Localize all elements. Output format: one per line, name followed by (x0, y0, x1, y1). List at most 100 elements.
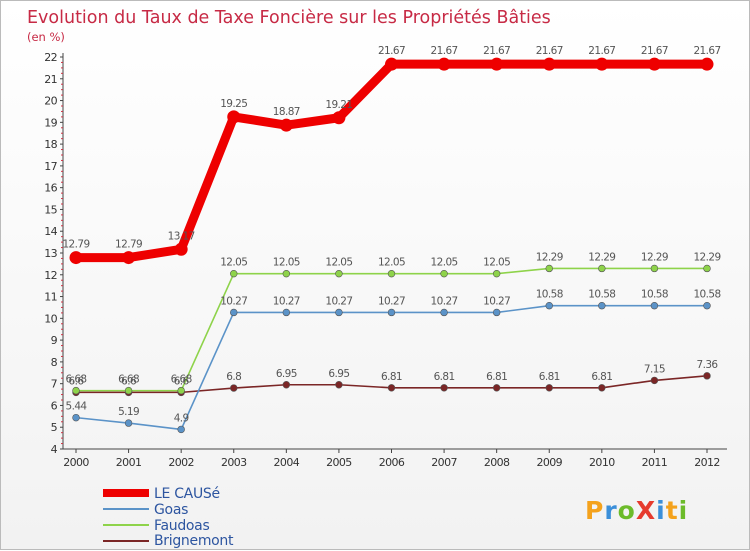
data-point (335, 269, 343, 278)
data-label: 12.05 (378, 257, 405, 269)
y-tick-label: 9 (51, 334, 58, 347)
x-tick-label: 2010 (589, 456, 615, 469)
data-label: 19.25 (220, 98, 247, 110)
data-label: 6.81 (434, 371, 455, 383)
x-tick-label: 2000 (63, 456, 89, 469)
data-point (437, 57, 451, 71)
data-label: 21.67 (483, 45, 510, 57)
data-point (387, 384, 396, 392)
axes: 4 5 6 7 8 9 10 11 12 13 14 15 16 17 18 19 20 21 22 2000 2001… (44, 51, 727, 469)
data-label: 10.27 (273, 295, 300, 307)
data-label: 12.05 (273, 257, 300, 269)
y-tick-label: 20 (44, 95, 57, 108)
data-label: 5.44 (66, 401, 88, 413)
data-label: 12.05 (483, 257, 510, 269)
data-label: 10.27 (483, 295, 510, 307)
data-point (700, 57, 714, 71)
data-point (598, 384, 606, 392)
legend: LE CAUSé Goas Faudoas Brignemont (103, 486, 234, 549)
y-tick-label: 11 (44, 291, 57, 304)
x-tick-label: 2012 (694, 456, 720, 469)
data-point (227, 110, 241, 124)
data-point (545, 302, 553, 310)
y-tick-label: 5 (51, 421, 58, 434)
x-tick-label: 2002 (168, 456, 194, 469)
y-tick-label: 17 (44, 160, 57, 173)
y-tick-label: 16 (44, 182, 57, 195)
data-label: 21.67 (378, 45, 405, 57)
y-tick-label: 19 (44, 116, 57, 129)
y-tick-label: 18 (44, 138, 57, 151)
data-point (440, 384, 448, 392)
data-point (332, 111, 346, 125)
x-tick-label: 2006 (379, 456, 405, 469)
legend-label-le-cause: LE CAUSé (154, 486, 220, 502)
x-tick-label: 2005 (326, 456, 352, 469)
data-point (492, 384, 501, 392)
data-point (703, 264, 711, 273)
data-label: 18.87 (273, 106, 300, 118)
data-label: 5.19 (118, 406, 139, 418)
data-label: 7.36 (697, 359, 719, 371)
data-point (490, 57, 504, 71)
data-label: 10.58 (693, 289, 720, 301)
data-point (72, 413, 80, 422)
data-label: 6.95 (328, 368, 349, 380)
data-label: 12.05 (220, 257, 247, 269)
data-point (650, 376, 659, 385)
data-point (703, 372, 711, 380)
data-point (335, 381, 343, 389)
x-tick-label: 2007 (431, 456, 457, 469)
y-tick-label: 7 (51, 378, 58, 391)
data-label: 10.27 (431, 295, 458, 307)
data-point (282, 381, 291, 389)
data-point (335, 308, 343, 317)
data-label: 10.58 (588, 289, 615, 301)
data-label: 12.29 (536, 251, 563, 263)
data-label: 6.95 (276, 368, 297, 380)
data-label: 13.17 (168, 230, 195, 242)
data-label: 21.67 (641, 45, 668, 57)
data-label: 6.8 (226, 371, 241, 383)
data-point (545, 384, 553, 392)
data-label: 12.79 (62, 239, 89, 251)
data-point (177, 386, 185, 395)
data-label: 6.81 (486, 371, 507, 383)
data-label: 12.29 (693, 251, 720, 263)
data-point (279, 118, 293, 132)
chart-title: Evolution du Taux de Taxe Foncière sur l… (27, 8, 551, 28)
data-label: 6.68 (171, 374, 192, 386)
data-point (650, 264, 659, 273)
data-point (598, 264, 606, 273)
data-point (595, 57, 609, 71)
data-point (72, 386, 80, 395)
data-label: 10.27 (220, 295, 247, 307)
data-label: 7.15 (644, 363, 665, 375)
x-tick-label: 2003 (221, 456, 247, 469)
data-point (124, 386, 133, 395)
data-point (545, 264, 553, 273)
data-point (177, 425, 185, 434)
data-point (122, 251, 136, 265)
legend-label-faudoas: Faudoas (154, 518, 209, 534)
data-label: 12.05 (431, 257, 458, 269)
data-point (69, 251, 83, 265)
data-label: 21.67 (588, 45, 615, 57)
y-tick-label: 4 (51, 443, 58, 456)
data-point (124, 419, 133, 427)
data-label: 6.6 (69, 375, 85, 387)
x-tick-label: 2004 (274, 456, 300, 469)
data-point (703, 302, 711, 310)
data-point (174, 242, 188, 256)
x-tick-label: 2011 (642, 456, 668, 469)
data-point (387, 269, 396, 278)
data-label: 21.67 (536, 45, 563, 57)
data-label: 21.67 (431, 45, 458, 57)
data-label: 6.6 (121, 375, 137, 387)
x-tick-label: 2008 (484, 456, 510, 469)
data-point (282, 308, 291, 317)
x-tick-label: 2009 (536, 456, 562, 469)
data-label: 12.29 (588, 251, 615, 263)
data-label: 10.27 (325, 295, 352, 307)
